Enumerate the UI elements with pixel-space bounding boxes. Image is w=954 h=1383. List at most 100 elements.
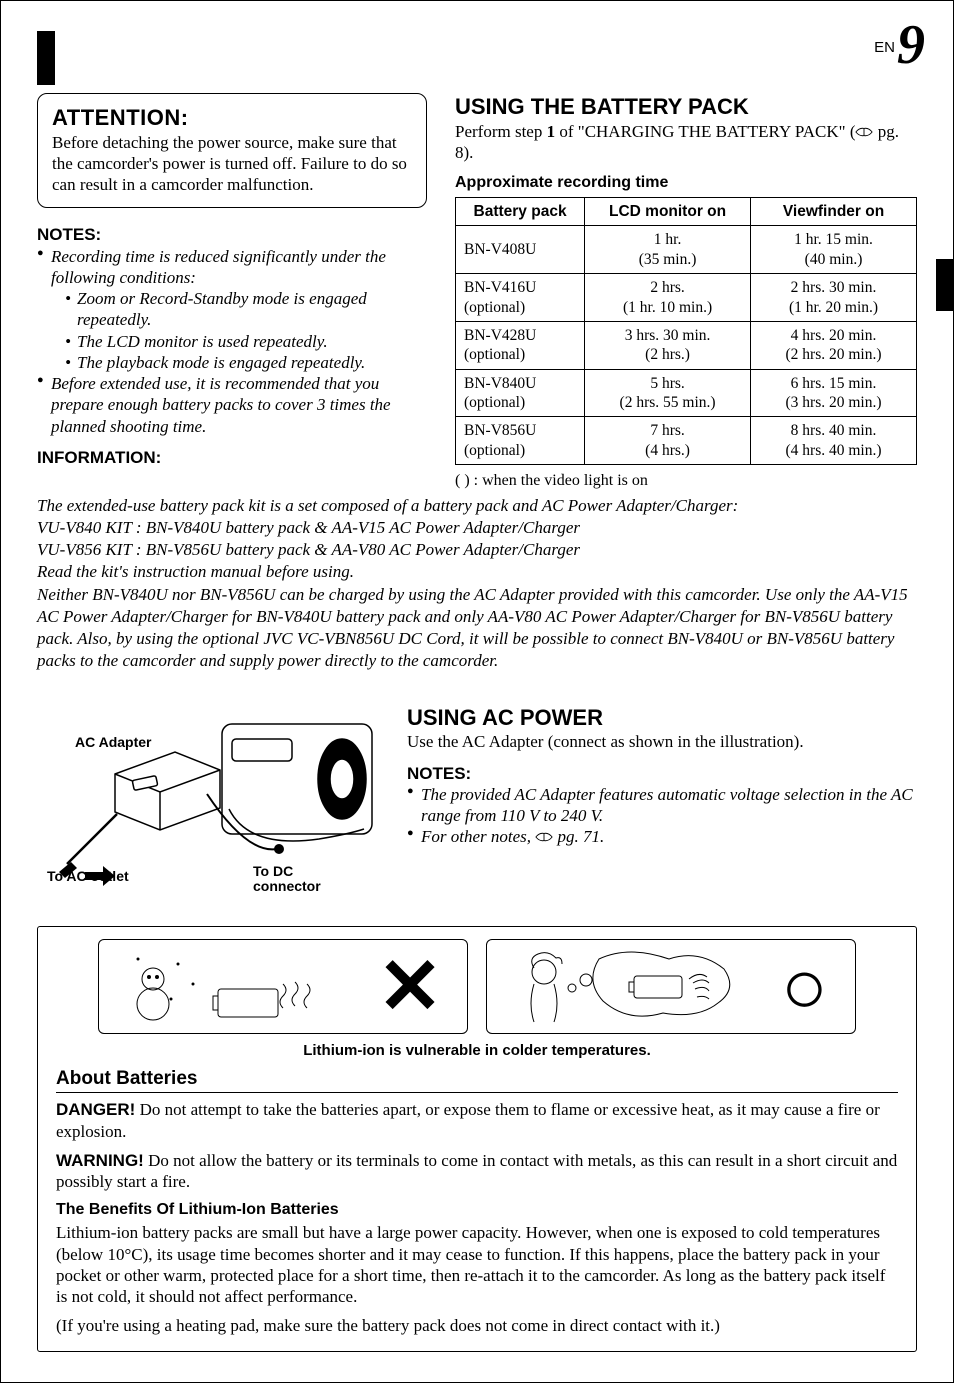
danger-text: Do not attempt to take the batteries apa…	[56, 1100, 880, 1140]
side-tab-marker	[936, 259, 954, 311]
cell-lcd: 1 hr. (35 min.)	[585, 226, 751, 274]
page-ref-icon	[535, 831, 553, 843]
warm-battery-illustration: ○	[486, 939, 856, 1034]
cell-pack: BN-V428U(optional)	[456, 321, 585, 369]
perform-pre: Perform step	[455, 122, 547, 141]
label-ac-adapter: AC Adapter	[75, 734, 152, 752]
cell-vf: 8 hrs. 40 min. (4 hrs. 40 min.)	[751, 417, 917, 465]
note-subitem: The playback mode is engaged repeatedly.	[65, 352, 427, 373]
info-line: VU-V856 KIT : BN-V856U battery pack & AA…	[37, 539, 917, 561]
lcd-sub: (35 min.)	[639, 251, 697, 268]
danger-label: DANGER!	[56, 1100, 135, 1119]
danger-paragraph: DANGER! Do not attempt to take the batte…	[56, 1099, 898, 1142]
attention-body: Before detaching the power source, make …	[52, 132, 412, 196]
vf-sub: (3 hrs. 20 min.)	[786, 394, 882, 411]
pack-optional: (optional)	[464, 299, 525, 316]
page: EN 9 ATTENTION: Before detaching the pow…	[0, 0, 954, 1383]
lcd-sub: (2 hrs.)	[645, 346, 690, 363]
lcd-main: 3 hrs. 30 min.	[625, 327, 711, 344]
th-lcd: LCD monitor on	[585, 198, 751, 226]
cell-lcd: 5 hrs. (2 hrs. 55 min.)	[585, 369, 751, 417]
cell-lcd: 7 hrs. (4 hrs.)	[585, 417, 751, 465]
information-heading: INFORMATION:	[37, 447, 427, 468]
cell-vf: 2 hrs. 30 min.(1 hr. 20 min.)	[751, 274, 917, 322]
temperature-illustrations: ✕	[56, 939, 898, 1034]
note-item: Before extended use, it is recommended t…	[37, 373, 427, 437]
th-viewfinder: Viewfinder on	[751, 198, 917, 226]
cold-battery-illustration: ✕	[98, 939, 468, 1034]
th-battery-pack: Battery pack	[456, 198, 585, 226]
heating-pad-note: (If you're using a heating pad, make sur…	[56, 1315, 898, 1336]
cell-vf: 1 hr. 15 min. (40 min.)	[751, 226, 917, 274]
vf-sub: (40 min.)	[805, 251, 863, 268]
lcd-main: 5 hrs.	[650, 375, 684, 392]
cold-svg	[123, 944, 353, 1029]
vf-sub: (1 hr. 20 min.)	[789, 299, 878, 316]
ac-power-body: Use the AC Adapter (connect as shown in …	[407, 731, 917, 752]
note-text: Recording time is reduced significantly …	[51, 247, 386, 287]
info-line: Read the kit's instruction manual before…	[37, 561, 917, 583]
table-header-row: Battery pack LCD monitor on Viewfinder o…	[456, 198, 917, 226]
pack-optional: (optional)	[464, 346, 525, 363]
note-subitem: The LCD monitor is used repeatedly.	[65, 331, 427, 352]
perform-step-num: 1	[547, 122, 556, 141]
battery-pack-heading: USING THE BATTERY PACK	[455, 93, 917, 121]
battery-table: Battery pack LCD monitor on Viewfinder o…	[455, 197, 917, 465]
pack-name: BN-V416U	[464, 279, 536, 296]
note-item: Recording time is reduced significantly …	[37, 246, 427, 374]
table-row: BN-V840U (optional) 5 hrs. (2 hrs. 55 min.…	[456, 369, 917, 417]
ac-power-section: USING AC POWER Use the AC Adapter (conne…	[407, 704, 917, 904]
lcd-sub: (4 hrs.)	[645, 442, 690, 459]
table-row: BN-V408U 1 hr.(35 min.) 1 hr. 15 min.(40…	[456, 226, 917, 274]
x-mark-icon: ✕	[377, 955, 442, 1017]
cell-vf: 4 hrs. 20 min.(2 hrs. 20 min.)	[751, 321, 917, 369]
about-batteries-box: ✕	[37, 926, 917, 1352]
vf-main: 8 hrs. 40 min.	[791, 422, 877, 439]
vf-sub: (4 hrs. 40 min.)	[786, 442, 882, 459]
to-dc-line1: To DC	[253, 863, 293, 879]
info-line: The extended-use battery pack kit is a s…	[37, 495, 917, 517]
benefits-heading: The Benefits Of Lithium-Ion Batteries	[56, 1200, 898, 1220]
pack-optional: (optional)	[464, 442, 525, 459]
attention-box: ATTENTION: Before detaching the power so…	[37, 93, 427, 208]
cell-vf: 6 hrs. 15 min. (3 hrs. 20 min.)	[751, 369, 917, 417]
table-row: BN-V416U (optional) 2 hrs. (1 hr. 10 min.)…	[456, 274, 917, 322]
pack-optional: (optional)	[464, 394, 525, 411]
label-to-dc-connector: To DC connector	[253, 864, 321, 895]
en-label: EN	[874, 39, 895, 58]
table-row: BN-V428U(optional) 3 hrs. 30 min. (2 hrs.…	[456, 321, 917, 369]
lcd-main: 1 hr.	[654, 231, 682, 248]
ac-power-heading: USING AC POWER	[407, 704, 917, 732]
cell-lcd: 2 hrs. (1 hr. 10 min.)	[585, 274, 751, 322]
pack-name: BN-V840U	[464, 375, 536, 392]
info-line: Neither BN-V840U nor BN-V856U can be cha…	[37, 584, 917, 672]
warm-svg	[514, 944, 754, 1029]
warning-text: Do not allow the battery or its terminal…	[56, 1151, 897, 1191]
note-sublist: Zoom or Record-Standby mode is engaged r…	[51, 288, 427, 373]
cell-pack: BN-V856U(optional)	[456, 417, 585, 465]
vf-main: 4 hrs. 20 min.	[791, 327, 877, 344]
lcd-main: 7 hrs.	[650, 422, 684, 439]
lcd-main: 2 hrs.	[650, 279, 684, 296]
label-to-ac-outlet: To AC outlet	[47, 868, 129, 886]
vf-main: 1 hr. 15 min.	[794, 231, 873, 248]
page-number-value: 9	[897, 23, 925, 68]
page-ref-icon	[855, 126, 873, 138]
about-batteries-heading: About Batteries	[56, 1067, 898, 1094]
cell-lcd: 3 hrs. 30 min. (2 hrs.)	[585, 321, 751, 369]
cell-pack: BN-V416U (optional)	[456, 274, 585, 322]
ac-notes-heading: NOTES:	[407, 763, 917, 784]
right-column: USING THE BATTERY PACK Perform step 1 of…	[455, 93, 917, 491]
warning-paragraph: WARNING! Do not allow the battery or its…	[56, 1150, 898, 1193]
perform-step-line: Perform step 1 of "CHARGING THE BATTERY …	[455, 121, 917, 164]
lcd-sub: (2 hrs. 55 min.)	[620, 394, 716, 411]
ac-note-item: The provided AC Adapter features automat…	[407, 784, 917, 827]
information-block: The extended-use battery pack kit is a s…	[37, 495, 917, 672]
page-number: EN 9	[874, 23, 925, 68]
info-line: VU-V840 KIT : BN-V840U battery pack & AA…	[37, 517, 917, 539]
note-subitem: Zoom or Record-Standby mode is engaged r…	[65, 288, 427, 331]
left-column: ATTENTION: Before detaching the power so…	[37, 93, 427, 491]
vf-main: 6 hrs. 15 min.	[791, 375, 877, 392]
lcd-sub: (1 hr. 10 min.)	[623, 299, 712, 316]
to-dc-line2: connector	[253, 878, 321, 894]
